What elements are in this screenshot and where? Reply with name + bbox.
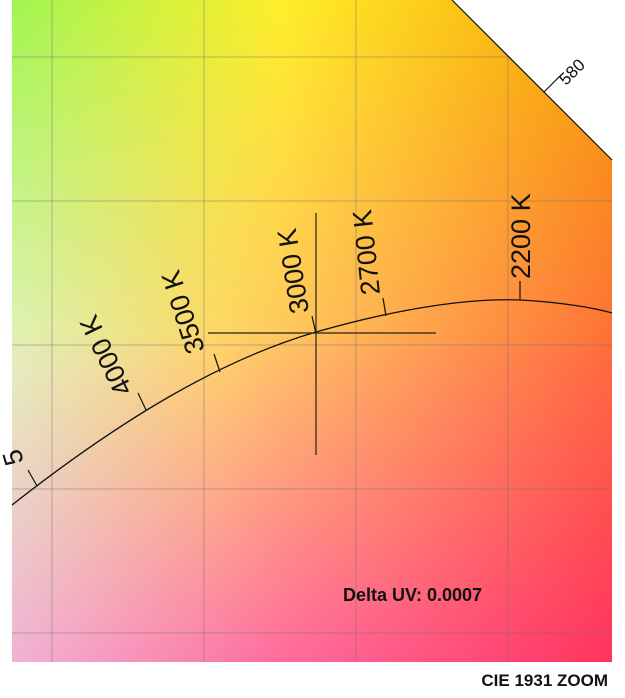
cct-ticks: [27, 281, 521, 487]
cct-tick-3500: [213, 353, 221, 373]
cie-diagram: 580 5 4000 K 3500 K 3000 K 2700 K 2200 K…: [0, 0, 613, 662]
cct-label-5000: 5: [0, 446, 30, 469]
cct-tick-4000: [137, 392, 147, 411]
gamut-area: [12, 0, 612, 662]
cct-tick-3000: [311, 315, 317, 335]
planckian-locus: [11, 299, 613, 506]
cct-tick-2700: [382, 297, 387, 317]
footer-title: CIE 1931 ZOOM: [481, 671, 608, 690]
spectral-locus-tick: [543, 73, 563, 93]
measurement-crosshair: [208, 213, 436, 455]
cct-tick-5000: [27, 469, 38, 487]
spectral-locus-line: [451, 0, 613, 161]
cct-label-2200: 2200 K: [506, 193, 536, 279]
spectral-locus-label: 580: [555, 55, 588, 88]
delta-uv-label: Delta UV: 0.0007: [343, 585, 482, 605]
